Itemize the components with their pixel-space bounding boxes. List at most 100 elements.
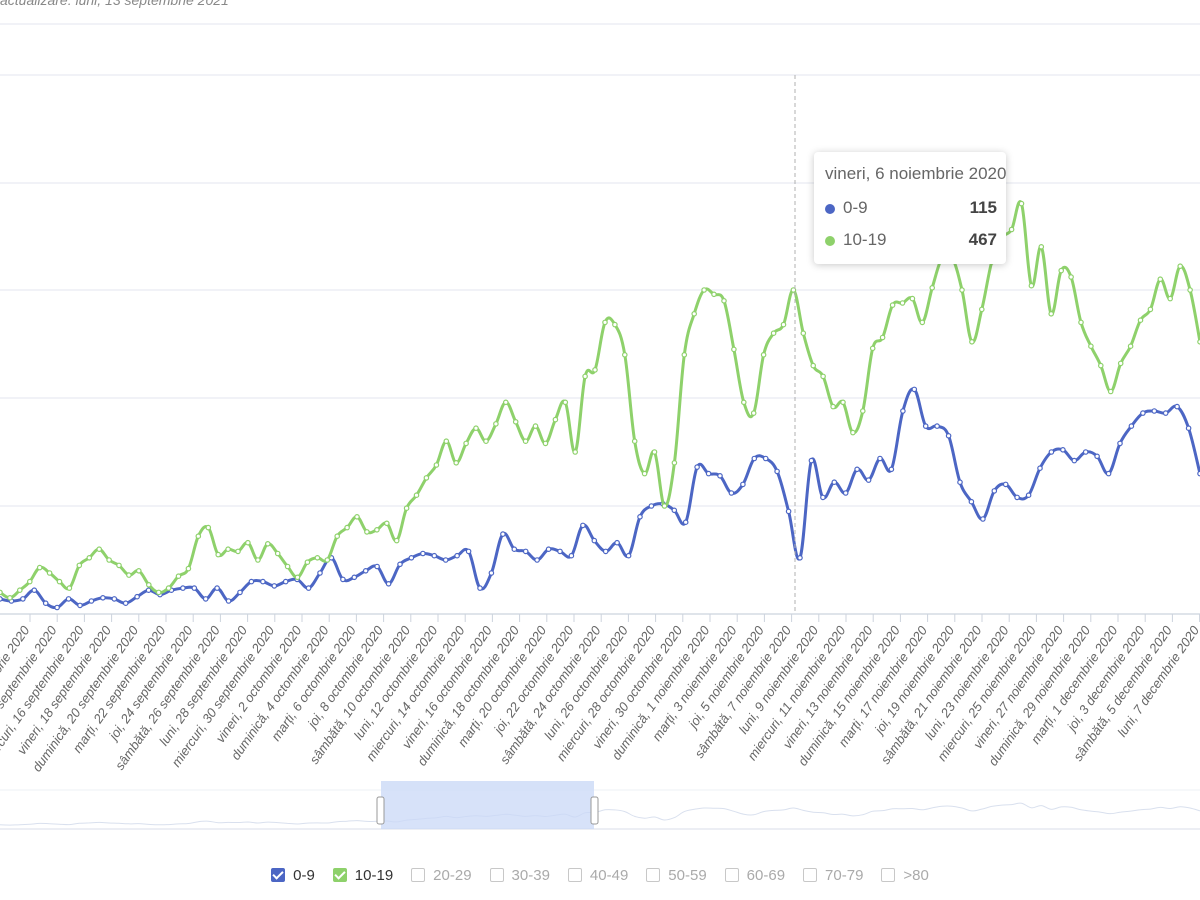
data-point[interactable]: [374, 526, 380, 533]
data-point[interactable]: [483, 438, 489, 445]
data-point[interactable]: [362, 567, 369, 574]
checkbox-empty-icon[interactable]: [567, 868, 582, 882]
data-point[interactable]: [1151, 408, 1158, 414]
checkbox-empty-icon[interactable]: [724, 868, 739, 882]
data-point[interactable]: [542, 440, 549, 447]
data-point[interactable]: [1028, 282, 1035, 289]
legend-item-30-39[interactable]: 30-39: [489, 862, 550, 888]
data-point[interactable]: [260, 578, 266, 585]
data-point[interactable]: [1147, 306, 1154, 313]
data-point[interactable]: [317, 570, 323, 576]
legend-item-70-79[interactable]: 70-79: [803, 862, 863, 888]
data-point[interactable]: [1162, 410, 1169, 416]
data-point[interactable]: [88, 598, 95, 604]
data-point[interactable]: [0, 596, 3, 602]
data-point[interactable]: [1157, 276, 1164, 283]
data-point[interactable]: [568, 552, 575, 559]
data-point[interactable]: [582, 373, 588, 380]
series-line-10-19[interactable]: [0, 200, 1200, 600]
data-point[interactable]: [681, 351, 688, 358]
legend-item-10-19[interactable]: 10-19: [332, 862, 393, 888]
data-point[interactable]: [661, 503, 668, 509]
legend-item-0-9[interactable]: 0-9: [271, 862, 315, 888]
data-point[interactable]: [1048, 310, 1055, 317]
data-point[interactable]: [65, 596, 72, 602]
data-point[interactable]: [865, 477, 872, 483]
data-point[interactable]: [96, 546, 103, 553]
data-point[interactable]: [314, 554, 321, 561]
data-point[interactable]: [572, 449, 579, 455]
data-point[interactable]: [1197, 339, 1200, 345]
data-point[interactable]: [800, 330, 807, 337]
data-point[interactable]: [648, 503, 655, 509]
data-point[interactable]: [134, 593, 140, 600]
data-point[interactable]: [721, 297, 727, 304]
data-point[interactable]: [934, 423, 940, 429]
data-point[interactable]: [145, 587, 152, 594]
data-point[interactable]: [614, 539, 620, 546]
data-point[interactable]: [1008, 226, 1015, 233]
data-point[interactable]: [16, 587, 23, 594]
legend-item->80[interactable]: >80: [881, 862, 929, 888]
data-point[interactable]: [512, 418, 519, 425]
legend-item-60-69[interactable]: 60-69: [724, 862, 785, 888]
data-point[interactable]: [214, 585, 220, 591]
data-point[interactable]: [1018, 200, 1025, 207]
legend-item-20-29[interactable]: 20-29: [411, 862, 472, 888]
data-point[interactable]: [245, 539, 251, 546]
data-point[interactable]: [1187, 287, 1193, 293]
data-point[interactable]: [463, 440, 469, 447]
data-point[interactable]: [959, 287, 965, 293]
data-point[interactable]: [304, 559, 311, 566]
data-point[interactable]: [1014, 494, 1020, 501]
data-point[interactable]: [625, 552, 632, 559]
data-point[interactable]: [682, 519, 689, 526]
data-point[interactable]: [202, 596, 209, 602]
data-point[interactable]: [502, 399, 509, 406]
data-point[interactable]: [1082, 449, 1089, 455]
data-point[interactable]: [1117, 360, 1124, 367]
data-point[interactable]: [215, 551, 222, 558]
legend-item-50-59[interactable]: 50-59: [646, 862, 707, 888]
navigator-right-handle[interactable]: [590, 796, 599, 825]
checkbox-empty-icon[interactable]: [881, 868, 896, 882]
data-point[interactable]: [651, 449, 658, 455]
checkbox-empty-icon[interactable]: [411, 868, 426, 882]
data-point[interactable]: [1068, 274, 1074, 280]
data-point[interactable]: [562, 399, 569, 406]
data-point[interactable]: [691, 310, 698, 317]
data-point[interactable]: [545, 546, 552, 553]
data-point[interactable]: [820, 494, 826, 501]
data-point[interactable]: [859, 408, 866, 414]
data-point[interactable]: [271, 583, 278, 589]
data-point[interactable]: [751, 455, 758, 462]
checkbox-empty-icon[interactable]: [489, 868, 504, 882]
data-point[interactable]: [20, 596, 26, 602]
navigator-grip[interactable]: [381, 781, 594, 791]
data-point[interactable]: [854, 466, 860, 473]
data-point[interactable]: [830, 403, 836, 410]
data-point[interactable]: [454, 552, 460, 559]
data-point[interactable]: [728, 490, 735, 496]
data-point[interactable]: [621, 351, 628, 358]
data-point[interactable]: [7, 594, 13, 601]
data-point[interactable]: [374, 563, 380, 570]
data-point[interactable]: [978, 306, 985, 313]
data-point[interactable]: [631, 438, 638, 445]
data-point[interactable]: [1060, 446, 1066, 453]
data-point[interactable]: [774, 468, 780, 475]
data-point[interactable]: [76, 562, 83, 569]
data-point[interactable]: [42, 600, 49, 607]
data-point[interactable]: [1038, 244, 1045, 250]
data-point[interactable]: [694, 464, 700, 470]
data-point[interactable]: [522, 438, 529, 445]
data-point[interactable]: [957, 479, 963, 486]
checkbox-checked-icon[interactable]: [271, 868, 286, 882]
data-point[interactable]: [522, 548, 529, 555]
data-point[interactable]: [195, 533, 202, 540]
data-point[interactable]: [264, 540, 271, 547]
data-point[interactable]: [354, 513, 360, 520]
data-point[interactable]: [165, 585, 172, 591]
data-point[interactable]: [1088, 343, 1094, 350]
data-point[interactable]: [1105, 470, 1112, 477]
